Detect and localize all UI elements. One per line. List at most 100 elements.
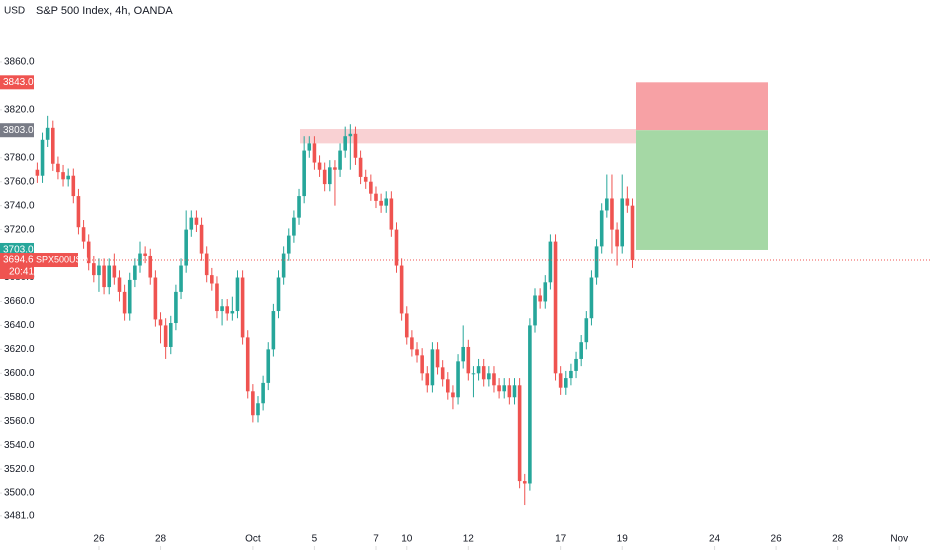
- candle-body: [487, 373, 491, 380]
- candle-body: [184, 229, 188, 266]
- candle-body: [630, 205, 635, 261]
- candle-body: [61, 172, 65, 180]
- candle-body: [235, 277, 240, 312]
- candle-body: [302, 150, 306, 197]
- candle-body: [430, 349, 435, 386]
- candle-body: [174, 291, 178, 324]
- candle-body: [466, 346, 471, 374]
- candle-body: [599, 210, 604, 247]
- candle-body: [410, 337, 414, 350]
- candle-body: [225, 306, 230, 314]
- candle-body: [563, 378, 568, 388]
- x-tick-label: 24: [709, 534, 721, 545]
- candle-body: [574, 358, 578, 371]
- candle-body: [133, 265, 137, 280]
- y-tick-label: 3780.0: [4, 152, 35, 163]
- candle-body: [517, 385, 522, 482]
- candle-body: [317, 162, 322, 170]
- candle-body: [343, 136, 347, 151]
- candle-body: [199, 224, 204, 254]
- x-tick-label: 12: [463, 534, 475, 545]
- x-tick-label: 26: [93, 534, 105, 545]
- x-tick-label: 28: [832, 534, 844, 545]
- y-tick-label: 3760.0: [4, 176, 35, 187]
- candle-body: [538, 295, 542, 302]
- candle-body: [127, 279, 132, 314]
- x-tick-label: Nov: [890, 534, 908, 545]
- candle-body: [333, 167, 337, 170]
- candle-body: [476, 366, 481, 374]
- candle-body: [620, 198, 625, 247]
- candle-body: [328, 167, 332, 185]
- y-tick-label: 3860.0: [4, 57, 35, 68]
- candle-body: [76, 196, 81, 228]
- candle-body: [415, 349, 419, 356]
- candle-body: [394, 229, 399, 266]
- candle-body: [384, 198, 389, 206]
- candle-body: [425, 373, 430, 386]
- candle-body: [512, 385, 517, 398]
- candle-body: [435, 349, 440, 368]
- last-price-tag-bg: [0, 253, 34, 280]
- candle-body: [569, 370, 573, 379]
- y-tick-label: 3520.0: [4, 464, 35, 475]
- y-tick-label: 3481.0: [4, 510, 35, 521]
- candle-body: [497, 385, 501, 392]
- candle-body: [353, 133, 358, 158]
- candle-body: [399, 265, 404, 314]
- candle-body: [481, 366, 486, 380]
- y-tick-label: 3720.0: [4, 224, 35, 235]
- stop-tag-bg: [0, 75, 34, 90]
- target-area: [636, 130, 768, 250]
- candle-body: [204, 253, 209, 276]
- candle-body: [112, 265, 117, 278]
- entry-label: 3803.0: [3, 125, 34, 136]
- x-tick-label: 26: [771, 534, 783, 545]
- x-tick-label: 7: [373, 534, 379, 545]
- candle-body: [605, 198, 609, 211]
- candle-body: [261, 382, 265, 404]
- candle-body: [625, 198, 630, 206]
- candle-body: [379, 200, 383, 206]
- symbol-tag: SPX500USD: [36, 254, 89, 264]
- candle-body: [256, 403, 260, 416]
- candle-body: [276, 277, 281, 312]
- candle-body: [230, 311, 235, 314]
- y-tick-label: 3580.0: [4, 392, 35, 403]
- candle-body: [86, 241, 91, 264]
- y-tick-label: 3560.0: [4, 416, 35, 427]
- candle-body: [363, 176, 368, 182]
- candle-body: [148, 255, 153, 278]
- candle-body: [374, 193, 378, 201]
- candle-body: [440, 367, 445, 380]
- candle-body: [502, 385, 507, 392]
- candle-body: [158, 319, 163, 326]
- candle-body: [45, 127, 50, 140]
- y-tick-label: 3500.0: [4, 488, 35, 499]
- candle-body: [215, 283, 219, 312]
- candle-body: [615, 229, 619, 247]
- x-tick-label: 5: [312, 534, 318, 545]
- candle-body: [322, 169, 327, 185]
- target-label: 3703.0: [3, 245, 34, 256]
- candle-body: [40, 139, 45, 176]
- candle-body: [297, 196, 301, 218]
- y-tick-label: 3640.0: [4, 320, 35, 331]
- stop-area: [636, 82, 768, 131]
- candle-body: [522, 481, 527, 484]
- candle-body: [446, 379, 450, 393]
- candle-body: [369, 181, 373, 194]
- candle-body: [420, 355, 424, 374]
- candle-body: [71, 175, 76, 197]
- candle-body: [168, 323, 173, 347]
- candle-body: [589, 277, 594, 319]
- chart-title: S&P 500 Index, 4h, OANDA: [36, 5, 173, 17]
- candle-body: [97, 265, 101, 276]
- candle-body: [358, 157, 363, 177]
- candle-body: [451, 392, 455, 398]
- last-price-label: 3694.6: [3, 255, 34, 266]
- candle-body: [610, 198, 614, 230]
- entry-tag-bg: [0, 123, 34, 138]
- candle-body: [266, 349, 271, 383]
- candle-body: [66, 175, 70, 180]
